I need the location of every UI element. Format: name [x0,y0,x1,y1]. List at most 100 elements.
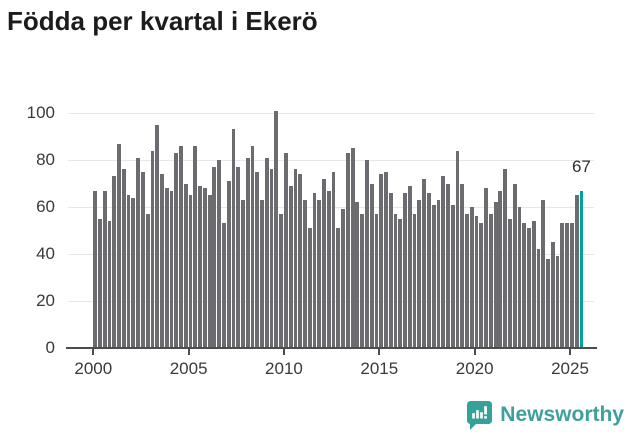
bar [403,192,407,348]
x-axis-tick-label: 2010 [265,359,303,378]
bar [479,223,484,348]
bar [293,169,298,348]
bar [121,169,126,348]
last-value-label: 67 [571,156,591,176]
bar [574,195,579,348]
bar [164,188,169,348]
bar [241,199,245,348]
bar [317,199,322,348]
y-axis-tick-label: 100 [26,102,55,122]
bar [136,157,140,348]
bar [508,218,512,348]
bar [355,202,360,348]
bar [541,199,546,348]
chart-title: Födda per kvartal i Ekerö [7,6,318,36]
bar [322,178,326,348]
bar [369,183,374,348]
bar [255,171,260,348]
bar [183,183,188,348]
x-axis-tick-label: 2020 [455,359,494,378]
bar [188,195,193,348]
bar [422,178,427,348]
bar [398,218,403,348]
bar [155,124,160,348]
bar [102,190,107,348]
bar [145,214,150,348]
bar [207,195,212,348]
bar [307,228,312,348]
bar [374,214,379,348]
bar [198,185,202,348]
bar [455,150,460,348]
bar [393,214,398,348]
bar [512,183,517,348]
bar [126,195,131,348]
x-axis-tick-label: 2025 [551,359,589,378]
highlighted-bar [579,190,584,348]
x-axis-tick [473,349,476,355]
y-axis-tick-label: 20 [36,290,55,310]
bar [312,192,317,348]
bar [388,192,393,348]
bar [365,160,369,348]
x-axis-line [66,347,597,349]
gridline [68,300,594,302]
bar [350,148,355,348]
bar [98,218,102,348]
gridline [68,206,594,208]
bar [117,143,121,348]
bar [469,207,474,348]
bar [193,145,198,348]
bar [131,197,136,348]
bar [93,190,98,348]
bar [431,204,436,348]
bar [174,152,179,348]
x-axis-tick [569,349,571,355]
x-axis-tick [187,349,190,355]
bar [160,174,164,348]
bar [465,214,469,348]
bar [264,157,269,348]
x-axis-tick [92,349,95,355]
gridline [68,159,594,161]
bar [407,185,412,348]
x-axis-tick-label: 2000 [74,359,113,378]
bar [226,181,231,348]
newsworthy-logo-icon [467,400,493,430]
bar [150,150,155,348]
bar [436,199,441,348]
bar [179,145,183,348]
bar [217,160,222,348]
bar [531,221,536,348]
bar [140,171,145,348]
bar [460,183,465,348]
bar [345,152,350,348]
x-axis-tick-label: 2015 [360,359,399,378]
y-axis-tick-label: 80 [36,149,55,169]
bar [417,199,422,348]
bar [326,190,331,348]
y-axis-tick-label: 60 [36,196,55,216]
newsworthy-logo[interactable]: Newsworthy [466,398,624,432]
bar [222,223,226,348]
bar [336,228,341,348]
bar [260,199,264,348]
bar [298,174,303,348]
bar [107,221,112,348]
bar [379,174,384,348]
bar [384,171,388,348]
bar [550,242,555,348]
bar [503,169,508,348]
bar [331,171,336,348]
y-axis-tick-label: 40 [36,243,55,263]
bar [412,214,417,348]
bar [498,190,503,348]
bar [546,258,550,348]
bar [484,188,488,348]
bar [245,157,250,348]
bar [360,214,365,348]
bar [236,167,241,348]
bar [112,176,117,348]
bar [274,110,279,348]
y-axis-tick-label: 0 [45,337,55,357]
